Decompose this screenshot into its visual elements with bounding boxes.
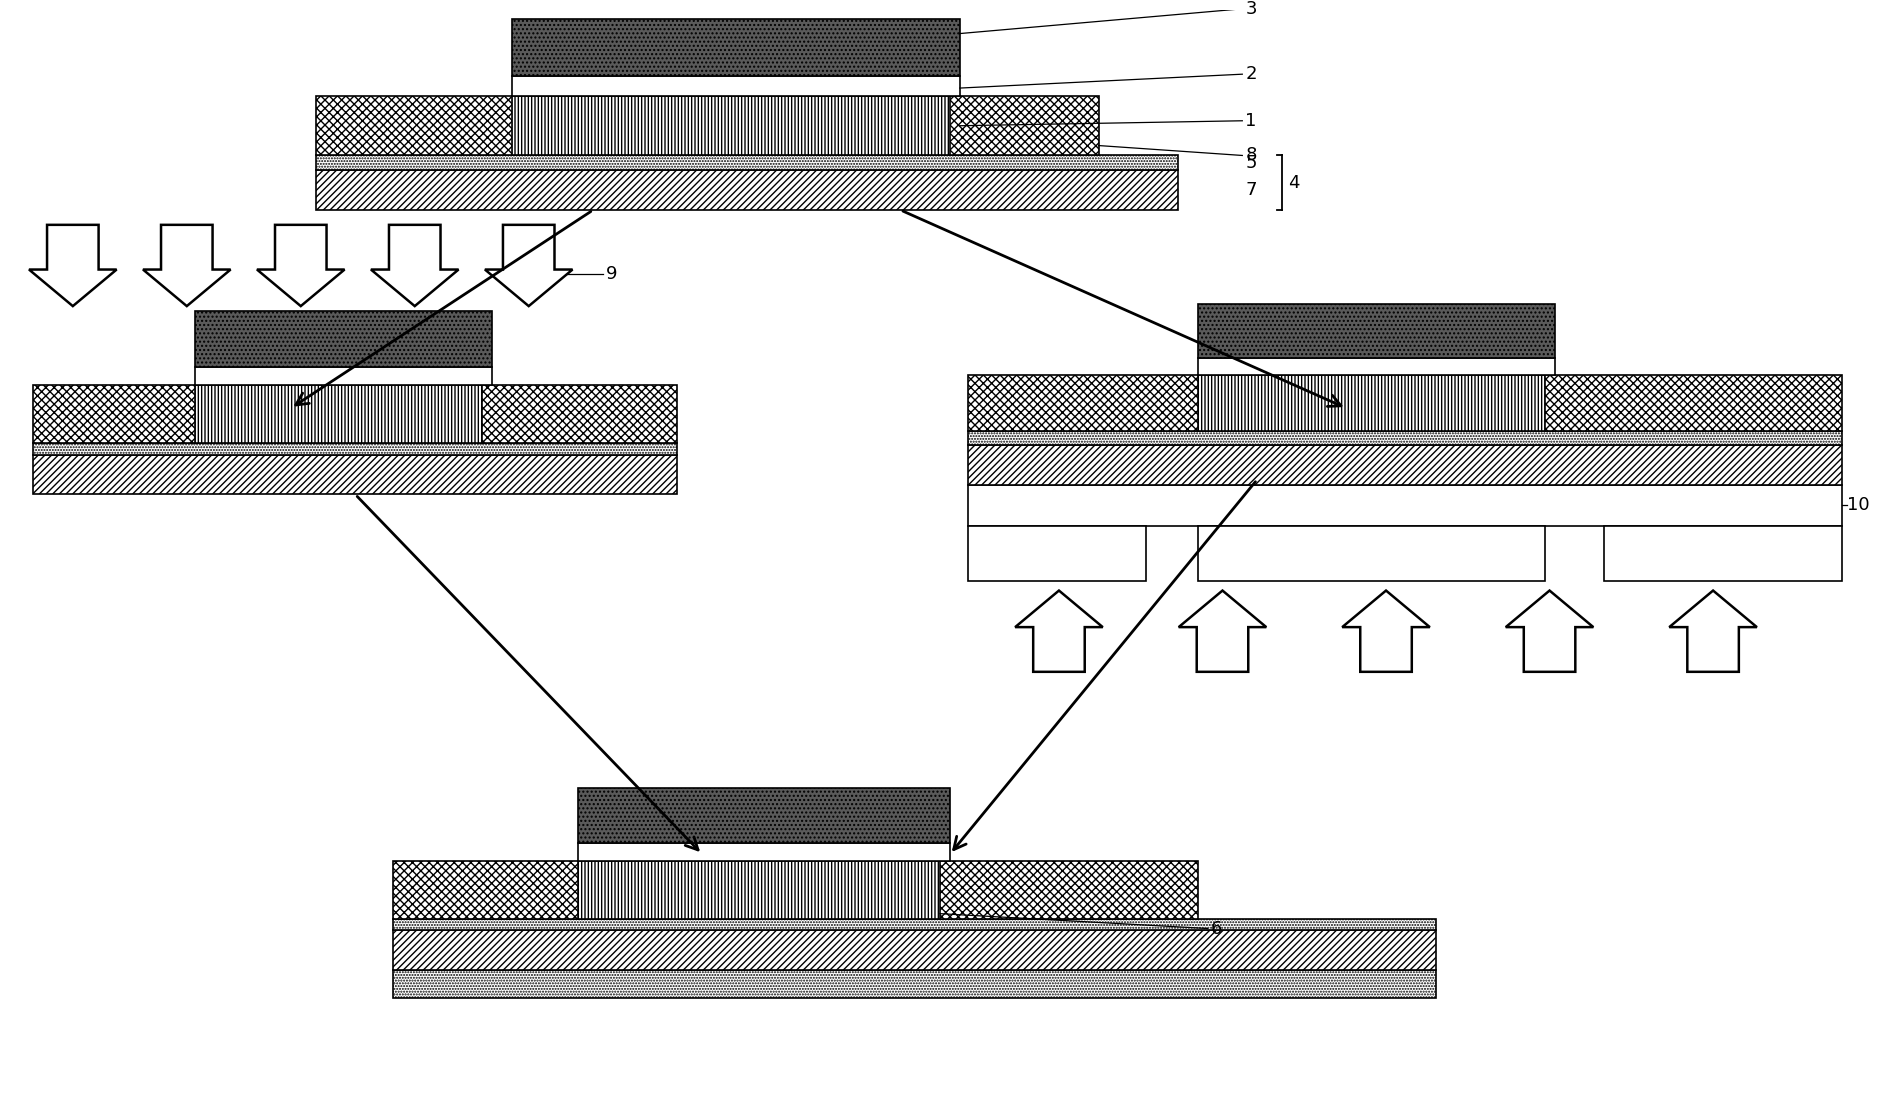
Bar <box>194 312 492 366</box>
Bar <box>968 375 1207 431</box>
Polygon shape <box>1343 590 1430 671</box>
Text: 6: 6 <box>1211 919 1222 938</box>
Bar <box>968 431 1843 445</box>
Bar <box>392 930 1435 970</box>
Text: 10: 10 <box>1846 496 1869 514</box>
Bar <box>511 19 960 76</box>
Bar <box>315 156 1179 170</box>
Text: 7: 7 <box>1245 181 1256 200</box>
Bar <box>968 445 1843 485</box>
Text: 4: 4 <box>1288 173 1299 192</box>
Bar <box>968 485 1843 527</box>
Bar <box>579 844 951 861</box>
Bar <box>579 788 951 844</box>
Polygon shape <box>143 225 230 306</box>
Bar <box>1605 527 1843 580</box>
Bar <box>1198 304 1554 358</box>
Text: 1: 1 <box>1245 112 1256 129</box>
Text: 5: 5 <box>1245 154 1256 172</box>
Text: 2: 2 <box>1245 65 1256 83</box>
Bar <box>968 527 1147 580</box>
Bar <box>483 385 677 443</box>
Text: 9: 9 <box>605 264 617 283</box>
Polygon shape <box>1179 590 1266 671</box>
Polygon shape <box>256 225 345 306</box>
Bar <box>511 76 960 97</box>
Bar <box>392 970 1435 998</box>
Bar <box>315 97 522 156</box>
Text: 8: 8 <box>1245 147 1256 165</box>
Bar <box>392 918 1435 930</box>
Polygon shape <box>1015 590 1103 671</box>
Polygon shape <box>28 225 117 306</box>
Polygon shape <box>372 225 458 306</box>
Bar <box>315 170 1179 210</box>
Bar <box>194 385 492 443</box>
Bar <box>1198 375 1554 431</box>
Polygon shape <box>1505 590 1594 671</box>
Bar <box>194 366 492 385</box>
Text: 3: 3 <box>1245 0 1256 18</box>
Bar <box>511 97 960 156</box>
Bar <box>1198 358 1554 375</box>
Polygon shape <box>1669 590 1758 671</box>
Bar <box>1545 375 1843 431</box>
Polygon shape <box>485 225 573 306</box>
Bar <box>579 861 951 918</box>
Bar <box>951 97 1100 156</box>
Bar <box>34 385 206 443</box>
Bar <box>1198 527 1545 580</box>
Bar <box>939 861 1198 918</box>
Bar <box>392 861 588 918</box>
Bar <box>34 443 677 455</box>
Bar <box>34 455 677 495</box>
